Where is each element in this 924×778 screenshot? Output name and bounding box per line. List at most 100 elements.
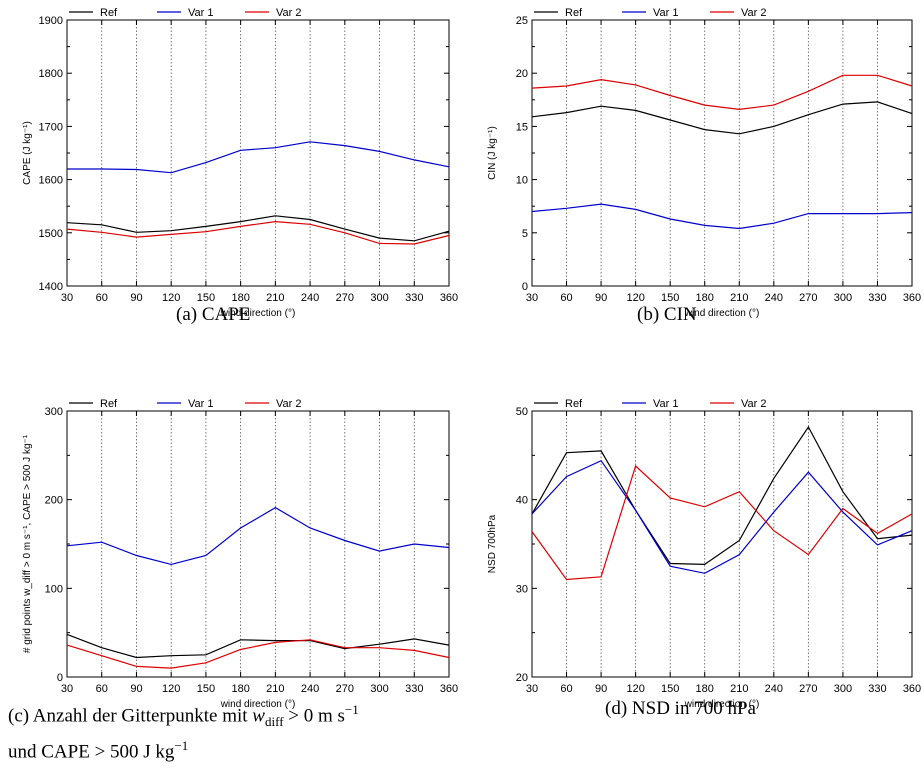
x-tick-label: 90 (595, 683, 607, 695)
y-tick-label: 10 (516, 175, 528, 187)
caption-c-var: w (252, 705, 265, 727)
x-tick-label: 90 (595, 292, 607, 304)
x-axis-label: wind direction (°) (684, 699, 760, 710)
x-tick-label: 120 (162, 683, 180, 695)
x-tick-label: 30 (526, 683, 538, 695)
y-tick-label: 0 (522, 281, 528, 293)
series-line-var1 (531, 203, 913, 230)
y-tick-label: 1500 (39, 228, 63, 240)
series-line-var2 (66, 220, 450, 245)
series-line-var1 (67, 141, 450, 174)
y-tick-label: 1600 (39, 175, 63, 187)
legend-label: Ref (565, 398, 583, 410)
x-tick-label: 210 (730, 683, 748, 695)
series-line-ref (531, 425, 913, 566)
x-tick-label: 150 (197, 683, 215, 695)
x-tick-label: 90 (130, 292, 142, 304)
x-tick-label: 30 (526, 292, 538, 304)
y-tick-label: 1800 (39, 68, 63, 80)
y-tick-label: 15 (516, 121, 528, 133)
x-tick-label: 360 (903, 683, 921, 695)
plot-frame (531, 410, 913, 678)
x-axis-label: wind direction (°) (220, 699, 296, 710)
x-tick-label: 120 (626, 683, 644, 695)
x-tick-label: 30 (61, 292, 73, 304)
x-tick-label: 300 (370, 683, 388, 695)
series-line-var2 (531, 74, 913, 111)
series-line-ref (66, 633, 450, 659)
caption-c-exp: −1 (344, 702, 359, 717)
plot-frame (66, 19, 450, 287)
y-tick-label: 20 (516, 672, 528, 684)
legend-label: Var 2 (276, 398, 301, 410)
x-tick-label: 330 (868, 683, 886, 695)
caption-c: (c) Anzahl der Gitterpunkte mit wdiff > … (8, 698, 359, 764)
y-axis-label: # grid points w_diff > 0 m s⁻¹, CAPE > 5… (22, 434, 33, 653)
caption-d: (d) NSD in 700 hPa (605, 698, 756, 719)
y-tick-label: 25 (516, 15, 528, 27)
y-tick-label: 100 (45, 583, 63, 595)
legend-label: Ref (100, 398, 118, 410)
caption-b: (b) CIN (637, 304, 697, 325)
x-tick-label: 240 (765, 292, 783, 304)
x-tick-label: 300 (834, 683, 852, 695)
x-tick-label: 210 (266, 292, 284, 304)
y-tick-label: 20 (516, 68, 528, 80)
x-tick-label: 180 (696, 683, 714, 695)
caption-c-unit: > 0 m s (283, 705, 345, 727)
x-tick-label: 150 (197, 292, 215, 304)
y-tick-label: 1700 (39, 121, 63, 133)
y-tick-label: 200 (45, 495, 63, 507)
x-tick-label: 300 (370, 292, 388, 304)
x-tick-label: 60 (96, 292, 108, 304)
plot-frame (66, 410, 450, 678)
x-tick-label: 240 (765, 683, 783, 695)
y-tick-label: 1400 (39, 281, 63, 293)
series-line-ref (531, 101, 913, 135)
x-tick-label: 60 (560, 292, 572, 304)
y-axis-label: CIN (J kg⁻¹) (487, 126, 498, 180)
series-line-var1 (531, 459, 913, 574)
x-tick-label: 150 (661, 683, 679, 695)
x-tick-label: 360 (440, 292, 458, 304)
y-tick-label: 5 (522, 228, 528, 240)
x-tick-label: 60 (96, 683, 108, 695)
legend-label: Var 1 (653, 398, 678, 410)
x-axis-label: wind direction (°) (220, 308, 296, 319)
y-tick-label: 30 (516, 583, 528, 595)
legend-label: Var 1 (188, 398, 213, 410)
x-tick-label: 150 (661, 292, 679, 304)
x-tick-label: 360 (903, 292, 921, 304)
y-axis-label: NSD 700hPa (487, 514, 498, 573)
y-tick-label: 1900 (39, 15, 63, 27)
chart-d: 30 60 90 120 150 180 210 240 270 300 330 360 wind di… (487, 398, 921, 710)
caption-c-line2: und CAPE > 500 J kg (8, 741, 175, 763)
x-tick-label: 210 (266, 683, 284, 695)
caption-a: (a) CAPE (176, 304, 251, 325)
legend-label: Var 1 (188, 7, 213, 19)
series-line-var2 (531, 464, 913, 581)
legend-label: Var 2 (276, 7, 301, 19)
x-axis-label: wind direction (°) (684, 308, 760, 319)
legend-label: Ref (565, 7, 583, 19)
legend-label: Var 1 (653, 7, 678, 19)
legend-label: Var 2 (741, 7, 766, 19)
y-tick-label: 40 (516, 495, 528, 507)
series-line-var2 (66, 639, 450, 669)
x-tick-label: 120 (162, 292, 180, 304)
y-axis-label: CAPE (J kg⁻¹) (22, 121, 33, 185)
x-tick-label: 30 (61, 683, 73, 695)
y-tick-label: 50 (516, 406, 528, 418)
x-tick-label: 270 (799, 292, 817, 304)
x-tick-label: 270 (799, 683, 817, 695)
plot-frame (531, 19, 913, 287)
x-tick-label: 90 (130, 683, 142, 695)
x-tick-label: 240 (301, 683, 319, 695)
x-tick-label: 60 (560, 683, 572, 695)
y-tick-label: 0 (57, 672, 63, 684)
caption-c-exp2: −1 (174, 738, 189, 754)
series-line-ref (66, 215, 450, 242)
x-tick-label: 300 (834, 292, 852, 304)
